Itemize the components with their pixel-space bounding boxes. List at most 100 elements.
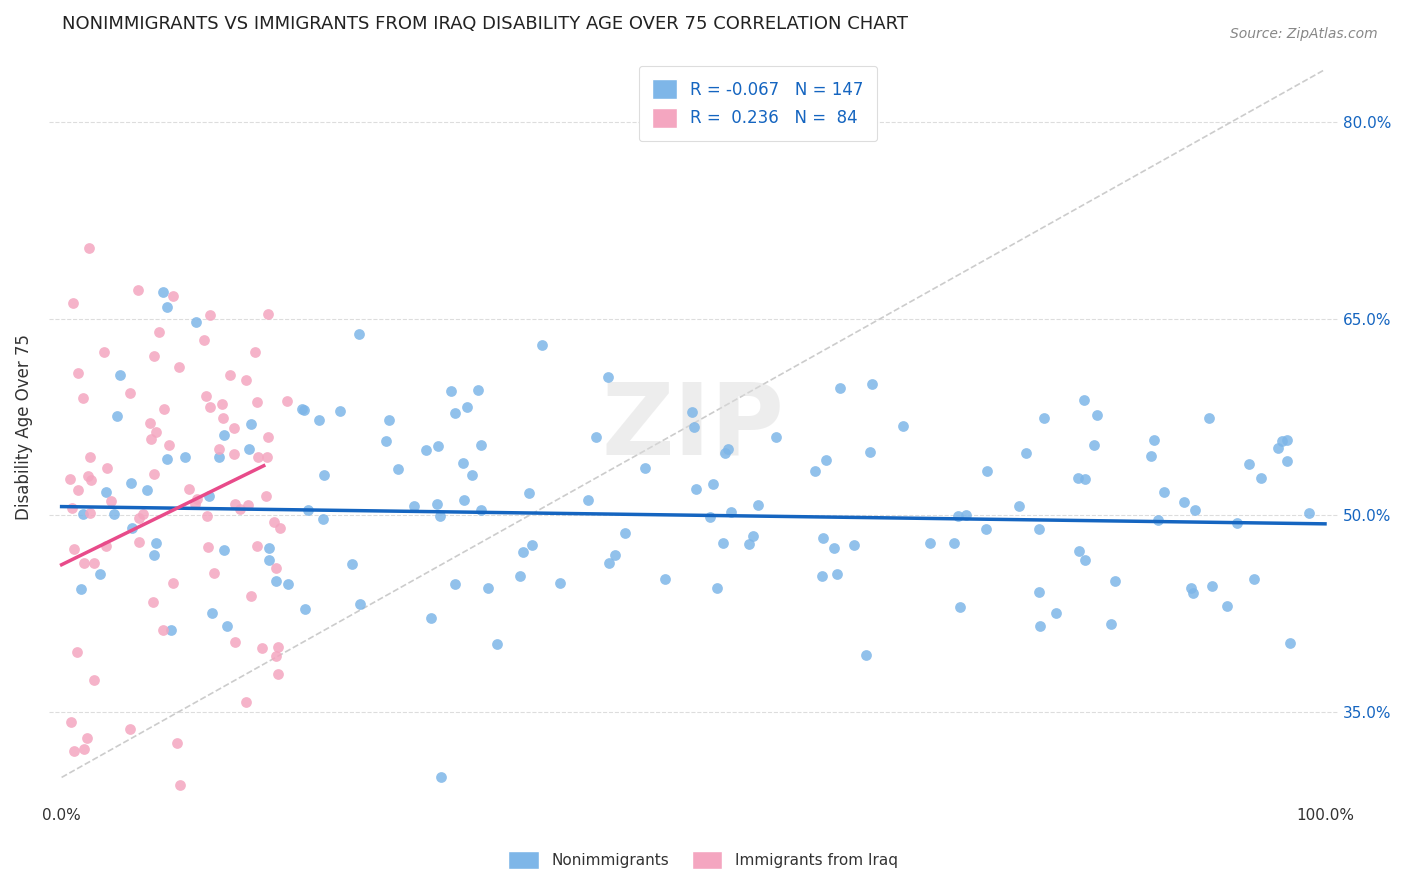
Point bbox=[439, 384, 461, 398]
Point bbox=[156, 300, 179, 314]
Point bbox=[184, 497, 207, 511]
Point bbox=[1216, 599, 1239, 614]
Point bbox=[1104, 574, 1126, 588]
Point bbox=[195, 508, 218, 523]
Point bbox=[201, 606, 224, 620]
Point bbox=[654, 572, 676, 586]
Point bbox=[811, 568, 834, 582]
Point bbox=[121, 521, 143, 535]
Point bbox=[949, 599, 972, 614]
Point bbox=[825, 567, 848, 582]
Y-axis label: Disability Age Over 75: Disability Age Over 75 bbox=[15, 334, 32, 520]
Point bbox=[585, 430, 607, 444]
Point bbox=[152, 623, 174, 637]
Point bbox=[153, 402, 176, 417]
Point bbox=[148, 325, 170, 339]
Point bbox=[427, 439, 450, 453]
Point bbox=[1153, 485, 1175, 500]
Point bbox=[62, 296, 84, 310]
Point bbox=[976, 464, 998, 478]
Point bbox=[269, 521, 291, 535]
Point bbox=[702, 477, 724, 491]
Point bbox=[918, 536, 941, 550]
Point bbox=[94, 485, 117, 500]
Point bbox=[804, 464, 827, 478]
Point bbox=[955, 508, 977, 522]
Point bbox=[72, 507, 94, 521]
Point bbox=[402, 499, 425, 513]
Point bbox=[292, 403, 315, 417]
Point bbox=[426, 497, 449, 511]
Point bbox=[222, 447, 245, 461]
Point bbox=[127, 283, 149, 297]
Text: Source: ZipAtlas.com: Source: ZipAtlas.com bbox=[1230, 27, 1378, 41]
Point bbox=[470, 438, 492, 452]
Point bbox=[456, 401, 478, 415]
Point bbox=[198, 308, 221, 322]
Point bbox=[1143, 433, 1166, 447]
Point bbox=[948, 508, 970, 523]
Point bbox=[720, 505, 742, 519]
Point bbox=[1271, 434, 1294, 448]
Point bbox=[228, 501, 250, 516]
Point bbox=[198, 489, 221, 503]
Point bbox=[135, 483, 157, 497]
Point bbox=[823, 541, 845, 555]
Point bbox=[477, 581, 499, 595]
Point bbox=[1239, 457, 1261, 471]
Point bbox=[162, 575, 184, 590]
Point bbox=[193, 333, 215, 347]
Point bbox=[105, 409, 128, 424]
Point bbox=[613, 526, 636, 541]
Point bbox=[598, 369, 620, 384]
Point bbox=[208, 450, 231, 464]
Point bbox=[276, 576, 298, 591]
Point bbox=[224, 497, 246, 511]
Point bbox=[198, 401, 221, 415]
Point bbox=[197, 541, 219, 555]
Point bbox=[550, 576, 572, 591]
Point bbox=[166, 736, 188, 750]
Point bbox=[1074, 472, 1097, 486]
Point bbox=[79, 450, 101, 464]
Point bbox=[1180, 581, 1202, 595]
Point bbox=[1032, 411, 1054, 425]
Point bbox=[349, 327, 371, 342]
Point bbox=[246, 539, 269, 553]
Point bbox=[1069, 544, 1091, 558]
Point bbox=[110, 368, 132, 382]
Point bbox=[142, 548, 165, 562]
Point bbox=[246, 394, 269, 409]
Point bbox=[470, 503, 492, 517]
Point bbox=[145, 425, 167, 440]
Point bbox=[195, 389, 218, 403]
Point bbox=[212, 410, 235, 425]
Point bbox=[891, 418, 914, 433]
Point bbox=[239, 590, 262, 604]
Point bbox=[717, 442, 740, 456]
Point bbox=[156, 452, 179, 467]
Point bbox=[451, 456, 474, 470]
Point bbox=[419, 611, 441, 625]
Point bbox=[77, 468, 100, 483]
Point bbox=[429, 509, 451, 524]
Point bbox=[59, 472, 82, 486]
Point bbox=[143, 467, 166, 481]
Point bbox=[120, 386, 142, 401]
Point bbox=[211, 397, 233, 411]
Point bbox=[128, 535, 150, 549]
Point bbox=[186, 315, 208, 329]
Point bbox=[308, 412, 330, 426]
Point bbox=[264, 574, 287, 589]
Point bbox=[72, 741, 94, 756]
Point bbox=[297, 503, 319, 517]
Point bbox=[169, 778, 191, 792]
Point bbox=[66, 645, 89, 659]
Point bbox=[312, 512, 335, 526]
Point bbox=[415, 442, 437, 457]
Point bbox=[1267, 441, 1289, 455]
Point bbox=[598, 557, 620, 571]
Point bbox=[1066, 471, 1088, 485]
Point bbox=[742, 529, 765, 543]
Point bbox=[1201, 579, 1223, 593]
